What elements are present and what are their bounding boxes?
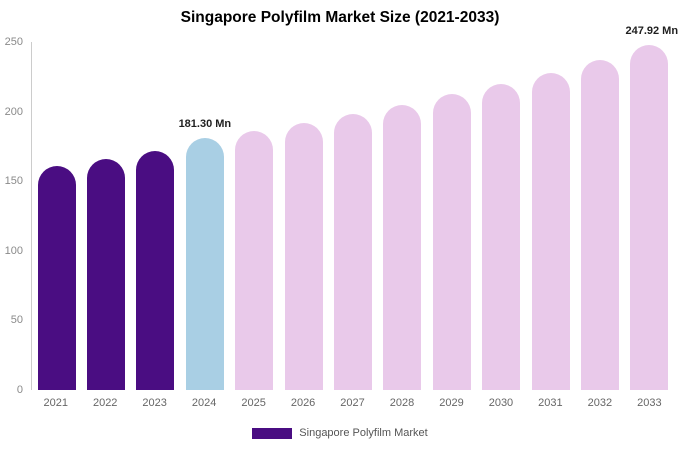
y-axis: 0 50 100 150 200 250 <box>0 36 27 396</box>
bar-column <box>526 42 575 390</box>
bar-column <box>328 42 377 390</box>
x-tick-label: 2024 <box>191 397 217 409</box>
bar-column <box>378 42 427 390</box>
x-tick-label: 2025 <box>241 397 266 409</box>
x-tick-label: 2021 <box>43 397 68 409</box>
bar-column <box>32 42 81 390</box>
bar-column: 181.30 Mn <box>178 42 232 390</box>
x-tick-label: 2029 <box>439 397 464 409</box>
y-tick-label: 50 <box>10 314 23 327</box>
legend-swatch <box>252 427 293 439</box>
x-axis: 2021 2022 2023 2024 2025 2026 2027 2028 2029 2030… <box>31 397 674 409</box>
bar-column <box>230 42 279 390</box>
bar-2024 <box>185 137 224 390</box>
bar-2022 <box>87 158 126 390</box>
y-tick-label: 0 <box>16 384 23 396</box>
x-tick-label: 2031 <box>538 397 563 409</box>
chart-title: Singapore Polyfilm Market Size (2021-203… <box>180 9 500 26</box>
x-tick-label: 2027 <box>340 397 365 409</box>
bar-column <box>131 42 180 390</box>
bar-column <box>279 42 328 390</box>
bar-value-label: 247.92 Mn <box>625 24 679 37</box>
x-tick-label: 2028 <box>389 397 415 409</box>
x-tick-label: 2030 <box>488 397 514 409</box>
bar-column <box>427 42 476 390</box>
bar-value-label: 181.30 Mn <box>178 117 232 130</box>
bar-2030 <box>482 83 521 390</box>
bar-column: 247.92 Mn <box>625 25 678 390</box>
y-tick-label: 100 <box>4 244 23 257</box>
y-tick-label: 150 <box>4 175 23 188</box>
x-tick-label: 2022 <box>92 397 118 409</box>
y-tick-label: 250 <box>4 36 23 48</box>
bar-2021 <box>37 165 76 390</box>
bar-2023 <box>136 150 175 390</box>
x-tick-label: 2023 <box>142 397 167 409</box>
bar-2032 <box>580 60 619 390</box>
legend-label: Singapore Polyfilm Market <box>299 427 428 439</box>
bar-column <box>575 42 624 390</box>
bar-column <box>477 42 526 390</box>
legend: Singapore Polyfilm Market <box>0 427 680 439</box>
bar-2025 <box>235 131 274 390</box>
bar-2033 <box>630 44 669 390</box>
bar-2027 <box>334 114 373 390</box>
bar-2031 <box>531 72 570 390</box>
x-tick-label: 2026 <box>290 397 316 409</box>
y-tick-label: 200 <box>4 105 23 118</box>
bar-2029 <box>432 93 471 390</box>
bar-2026 <box>284 122 323 390</box>
x-tick-label: 2033 <box>637 397 662 409</box>
x-tick-label: 2032 <box>587 397 613 409</box>
plot-area: 181.30 Mn 247.92 Mn <box>31 25 678 390</box>
bar-2028 <box>383 104 422 390</box>
bar-column <box>81 42 130 390</box>
